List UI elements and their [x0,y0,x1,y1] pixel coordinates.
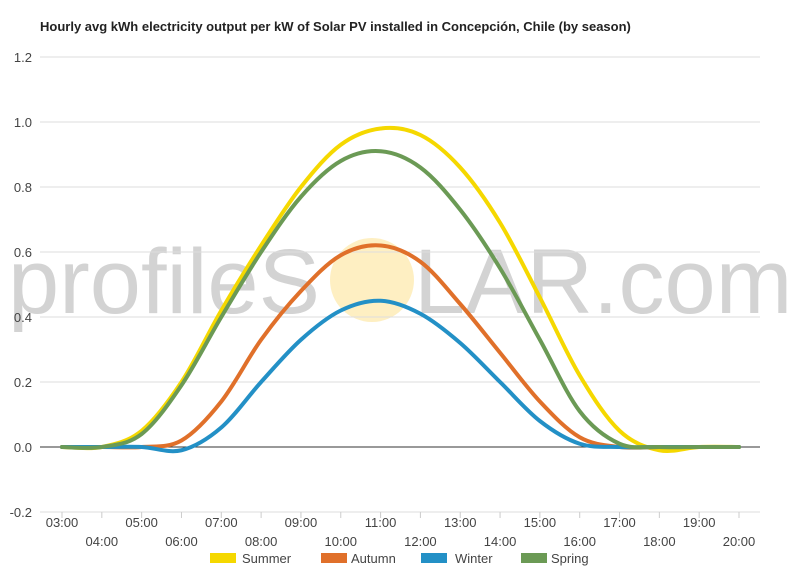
x-axis: 03:00 04:00 05:00 06:00 07:00 08:00 09:00 10:00… [46,512,756,549]
watermark: profileS LAR.com [8,231,792,333]
legend-label-winter: Winter [455,551,493,566]
x-tick-label: 11:00 [365,515,397,530]
x-tick-label: 14:00 [484,534,517,549]
x-tick-label: 15:00 [524,515,557,530]
x-tick-label: 09:00 [285,515,318,530]
legend: Summer Autumn Winter Spring [210,551,589,566]
x-tick-label: 06:00 [165,534,198,549]
legend-label-spring: Spring [551,551,589,566]
y-axis: -0.2 0.0 0.2 0.4 0.6 0.8 1.0 1.2 [10,50,32,520]
x-tick-label: 03:00 [46,515,79,530]
y-tick-label: 0.0 [14,440,32,455]
series-line-spring [60,149,741,450]
x-tick-label: 13:00 [444,515,477,530]
y-tick-label: -0.2 [10,505,32,520]
x-tick-label: 08:00 [245,534,278,549]
y-tick-label: 0.6 [14,245,32,260]
y-tick-label: 0.2 [14,375,32,390]
legend-label-autumn: Autumn [351,551,396,566]
x-tick-label: 07:00 [205,515,238,530]
y-tick-label: 0.4 [14,310,32,325]
x-tick-label: 19:00 [683,515,716,530]
watermark-text-left: profileS [8,231,320,333]
y-tick-label: 0.8 [14,180,32,195]
legend-swatch-winter [421,553,447,563]
x-tick-label: 20:00 [723,534,756,549]
y-tick-label: 1.2 [14,50,32,65]
x-tick-label: 05:00 [125,515,158,530]
x-tick-label: 18:00 [643,534,676,549]
watermark-text-right: LAR.com [414,231,792,333]
x-tick-label: 16:00 [563,534,596,549]
x-tick-label: 04:00 [86,534,119,549]
chart-title: Hourly avg kWh electricity output per kW… [40,19,631,34]
legend-swatch-autumn [321,553,347,563]
y-tick-label: 1.0 [14,115,32,130]
legend-swatch-spring [521,553,547,563]
grid [40,56,760,513]
legend-swatch-summer [210,553,236,563]
legend-label-summer: Summer [242,551,292,566]
x-tick-label: 10:00 [324,534,357,549]
x-tick-label: 12:00 [404,534,437,549]
series-lines [60,125,741,454]
x-tick-label: 17:00 [603,515,636,530]
